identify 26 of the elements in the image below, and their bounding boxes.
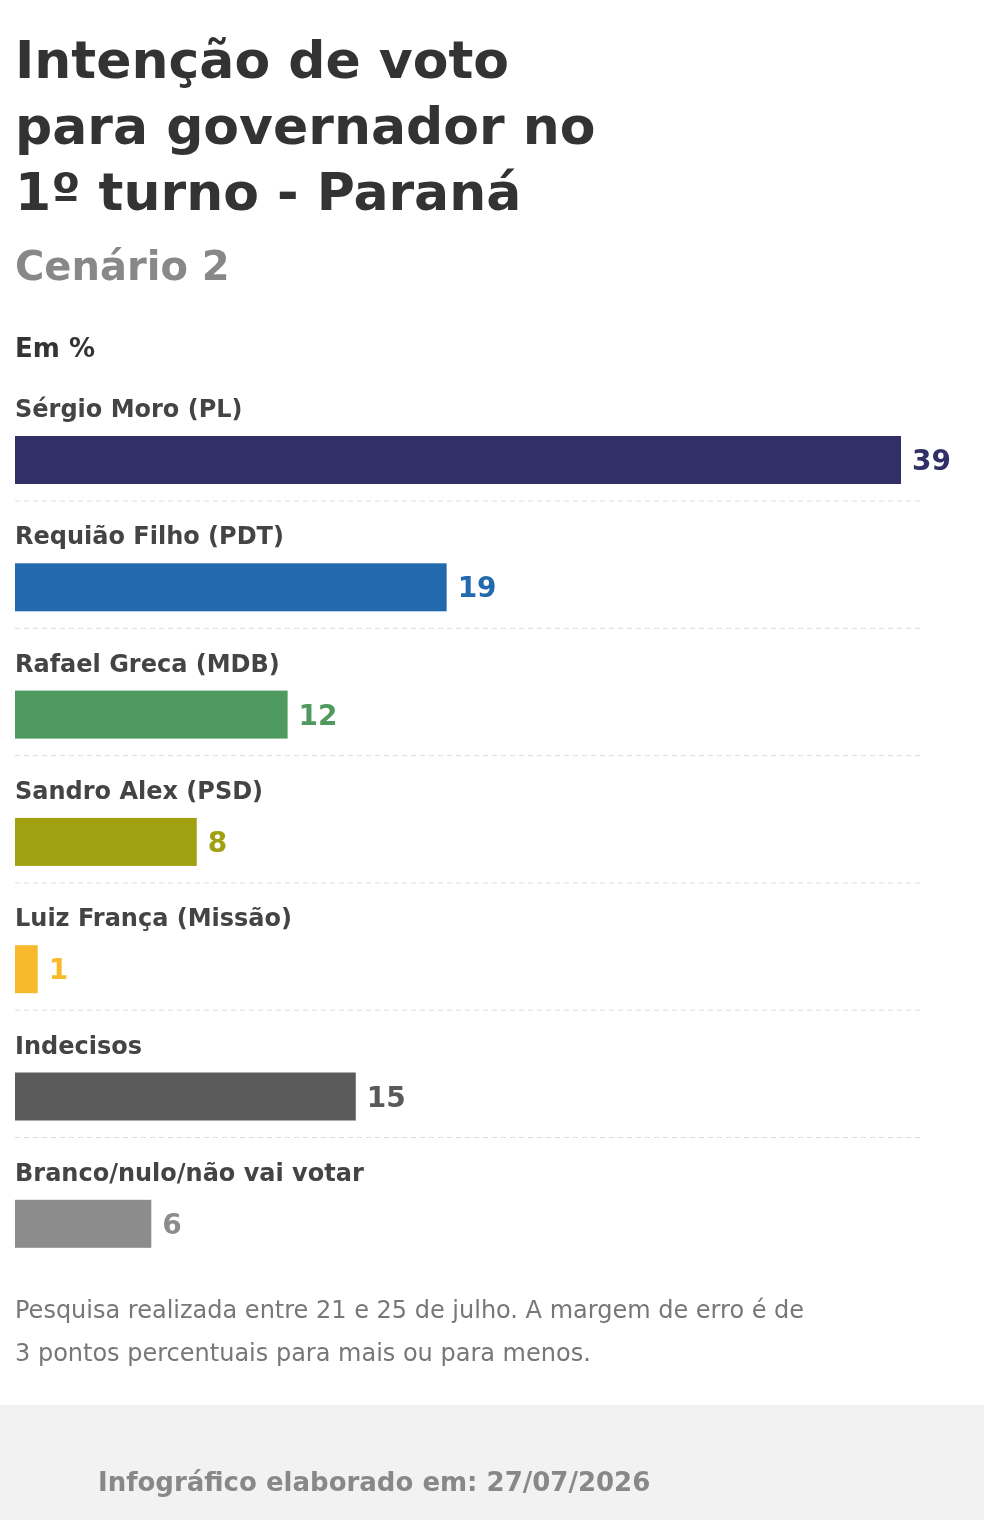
y-tick-label: Indecisos (15, 1031, 142, 1060)
bar (15, 436, 901, 484)
y-tick-label: Requião Filho (PDT) (15, 522, 284, 551)
chart-subtitle: Cenário 2 (15, 243, 230, 289)
bar (15, 1072, 356, 1121)
text: Pesquisa realizada entre 21 e 25 de julho. A margem de erro é de 3 pontos percentuais para mais ou para menos. (15, 1296, 805, 1367)
y-tick-label: Luiz França (Missão) (15, 904, 292, 933)
text: Infográfico elaborado em: 27/07/2026 (98, 1467, 651, 1497)
y-tick-label: Sérgio Moro (PL) (15, 395, 243, 423)
data-label: 19 (457, 571, 497, 605)
data-label: 6 (162, 1207, 182, 1241)
data-label: 8 (207, 825, 228, 859)
data-label: 39 (912, 444, 951, 477)
x-axis-title: Em % (15, 333, 95, 363)
y-tick-label: Rafael Greca (MDB) (15, 649, 280, 678)
data-label: 15 (366, 1080, 406, 1114)
bar (15, 1199, 152, 1248)
y-tick-label: Sandro Alex (PSD) (15, 776, 264, 805)
data-label: 12 (298, 698, 338, 732)
bar (15, 690, 288, 739)
y-tick-label: Branco/nulo/não vai votar (15, 1158, 364, 1187)
bar (15, 817, 197, 866)
bar (15, 563, 447, 612)
chart-title: Intenção de voto para governador no 1º turno - Paraná (15, 30, 596, 222)
bar (15, 945, 38, 994)
data-label: 1 (48, 953, 69, 987)
